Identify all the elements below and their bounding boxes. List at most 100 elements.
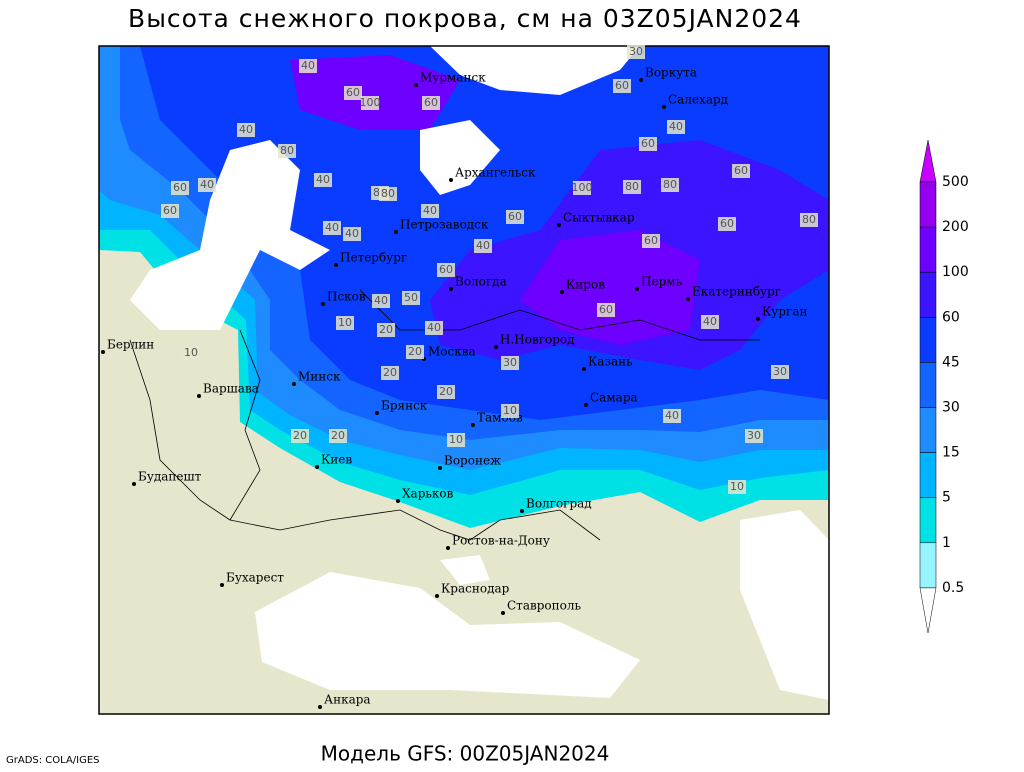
city-label: Архангельск [455, 166, 536, 180]
black-sea [255, 572, 640, 698]
contour-label-bg [745, 429, 763, 443]
contour-label-bg [329, 429, 347, 443]
city-label: Варшава [203, 382, 259, 396]
borders [359, 289, 760, 341]
contour-label-bg [381, 366, 399, 380]
city-label: Волгоград [526, 497, 592, 511]
contour-label-bg [667, 120, 685, 134]
contour-label-bg [506, 210, 524, 224]
contour-label-bg [291, 429, 309, 443]
city-dot [560, 290, 564, 294]
city-dot [446, 546, 450, 550]
city-dot [414, 83, 418, 87]
credit: GrADS: COLA/IGES [6, 755, 100, 766]
legend-swatch [919, 226, 937, 273]
city-label: Ставрополь [507, 599, 581, 613]
contour-label-bg [623, 180, 641, 194]
contour-label: 40 [316, 173, 330, 186]
contour-label-bg [379, 187, 397, 201]
city-dot [396, 499, 400, 503]
contour-label: 40 [427, 321, 441, 334]
city-label: Киров [566, 278, 605, 292]
city-label: Москва [428, 345, 476, 359]
contour-label: 60 [346, 86, 360, 99]
city-label: Берлин [107, 338, 154, 352]
contour-label-bg [627, 45, 645, 59]
contour-label: 40 [665, 409, 679, 422]
borders [229, 329, 601, 541]
city-dot [315, 465, 319, 469]
contour-label: 80 [381, 187, 395, 200]
contour-label: 60 [508, 210, 522, 223]
contour-label: 30 [629, 45, 643, 58]
city-label: Курган [762, 305, 807, 319]
contour-label: 10 [730, 480, 744, 493]
city-dot [449, 178, 453, 182]
city-label: Самара [590, 391, 638, 405]
contour-label: 20 [293, 429, 307, 442]
contour-label: 60 [615, 79, 629, 92]
city-dot [557, 223, 561, 227]
contour-label: 40 [476, 239, 490, 252]
contour-label: 40 [301, 59, 315, 72]
city-dot [501, 611, 505, 615]
city-dot [449, 287, 453, 291]
snow-100 [290, 55, 460, 130]
contour-label-bg [372, 294, 390, 308]
contour-label-bg [474, 239, 492, 253]
contour-label-bg [198, 178, 216, 192]
legend-label: 15 [942, 445, 960, 461]
city-label: Бухарест [226, 571, 284, 585]
city-dot [584, 403, 588, 407]
city-label: Вологда [455, 275, 507, 289]
legend-label: 30 [942, 400, 960, 416]
contour-label: 10 [449, 433, 463, 446]
caspian-sea [740, 510, 829, 700]
legend-label: 200 [942, 219, 969, 235]
legend-label: 500 [942, 174, 969, 190]
contour-label-bg [501, 404, 519, 418]
city-dot [639, 78, 643, 82]
contour-label-bg [237, 123, 255, 137]
legend-swatch [919, 407, 937, 453]
contour-label: 10 [338, 316, 352, 329]
contour-label-bg [344, 86, 362, 100]
contour-label: 10 [503, 404, 517, 417]
legend-swatch [919, 542, 937, 589]
city-dot [318, 705, 322, 709]
contour-label: 60 [644, 234, 658, 247]
city-label: Салехард [668, 93, 728, 107]
city-dot [321, 302, 325, 306]
legend-swatch [919, 497, 937, 544]
city-dot [686, 297, 690, 301]
map-frame [98, 45, 830, 715]
contour-label: 20 [439, 385, 453, 398]
city-dot [494, 345, 498, 349]
contour-label-bg [402, 291, 420, 305]
contour-label: 20 [408, 345, 422, 358]
contour-label-bg [701, 315, 719, 329]
contour-label-bg [771, 365, 789, 379]
city-label: Воронеж [444, 454, 501, 468]
city-dot [662, 105, 666, 109]
city-label: Брянск [381, 399, 428, 413]
city-dot [394, 230, 398, 234]
contour-label: 40 [239, 123, 253, 136]
city-dot [220, 583, 224, 587]
contour-label: 80 [802, 213, 816, 226]
contour-label-bg [406, 345, 424, 359]
contour-label: 40 [345, 227, 359, 240]
contour-label: 40 [200, 178, 214, 191]
city-dot [334, 263, 338, 267]
azov-sea [440, 555, 490, 585]
contour-label-bg [421, 204, 439, 218]
borders [129, 339, 231, 521]
contour-label-bg [299, 59, 317, 73]
contour-label: 30 [747, 429, 761, 442]
city-dot [292, 382, 296, 386]
legend-label: 0.5 [942, 580, 964, 596]
contour-label-bg [447, 433, 465, 447]
contour-label-bg [336, 316, 354, 330]
contour-label: 80 [280, 144, 294, 157]
